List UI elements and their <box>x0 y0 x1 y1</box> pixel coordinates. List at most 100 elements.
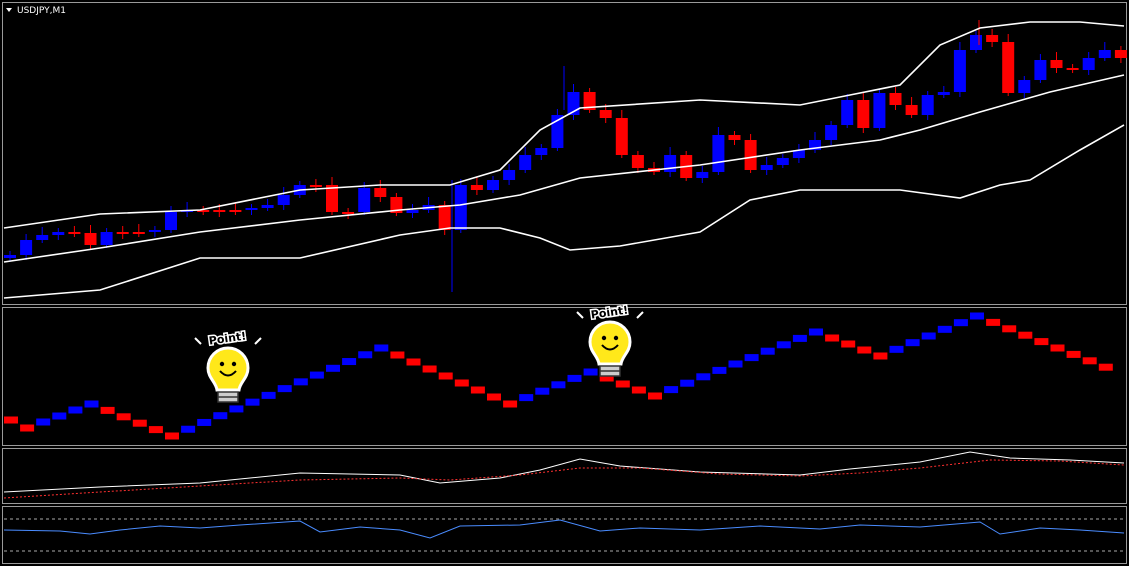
trend-block <box>116 413 131 421</box>
trend-block <box>680 379 695 387</box>
candle <box>535 148 548 155</box>
trend-block <box>696 373 711 381</box>
candle <box>20 240 33 255</box>
trend-block <box>809 328 823 336</box>
candle <box>1098 50 1111 58</box>
candle <box>374 188 387 197</box>
candle <box>438 205 451 230</box>
candle <box>261 205 274 208</box>
bulb-base <box>217 391 239 403</box>
trend-block <box>261 391 276 399</box>
trend-block <box>776 341 791 349</box>
eye <box>231 361 237 367</box>
trend-block <box>406 358 421 366</box>
candle <box>503 170 516 180</box>
candle <box>1002 42 1015 93</box>
trend-block <box>197 418 212 426</box>
trend-block <box>841 340 856 348</box>
candle <box>728 135 741 140</box>
trend-block <box>648 392 662 400</box>
trend-block <box>970 312 984 320</box>
trend-block <box>953 319 968 327</box>
trend-block <box>728 360 743 368</box>
candle <box>696 172 709 178</box>
candle <box>197 210 210 212</box>
trend-block <box>1002 325 1017 333</box>
candle <box>342 212 355 214</box>
spark <box>254 337 262 345</box>
candle <box>326 185 338 212</box>
bulb <box>206 346 250 392</box>
trend-block <box>438 372 453 380</box>
candle <box>132 232 145 234</box>
trend-block <box>583 368 598 376</box>
trend-block <box>148 426 163 434</box>
smile <box>601 344 619 351</box>
trend-block <box>326 364 340 372</box>
rsi-panel <box>2 506 1127 564</box>
trend-block <box>100 406 115 414</box>
main-panel <box>2 2 1127 305</box>
trend-block <box>470 386 485 394</box>
trend-block <box>519 394 534 402</box>
bollinger-upper <box>3 21 1125 229</box>
candle <box>841 100 854 125</box>
trend-block <box>68 406 83 414</box>
trend-block <box>567 374 582 382</box>
trend-block <box>1082 357 1097 365</box>
spark <box>194 337 202 345</box>
trend-block <box>937 325 952 333</box>
candle <box>857 100 870 128</box>
candle <box>986 35 999 42</box>
candle <box>744 140 757 170</box>
trend-block <box>712 366 727 374</box>
candle <box>52 232 65 235</box>
trend-block <box>664 386 679 394</box>
symbol-title: USDJPY,M1 <box>17 6 66 16</box>
trend-block <box>4 416 18 424</box>
candle <box>4 255 16 258</box>
candle <box>953 50 966 92</box>
candle <box>1066 68 1079 70</box>
candle <box>1050 60 1063 68</box>
candle <box>519 155 532 170</box>
bulb <box>588 320 632 366</box>
oscillator-main <box>3 451 1125 493</box>
spark <box>636 311 644 319</box>
candle <box>229 210 242 212</box>
candle <box>937 92 950 95</box>
trend-block <box>84 400 99 408</box>
smile <box>219 370 237 377</box>
candle <box>1082 58 1095 70</box>
candle <box>470 185 483 190</box>
trend-block <box>921 332 936 340</box>
trend-block <box>213 412 228 420</box>
trend-block <box>1050 344 1065 352</box>
trend-block <box>631 386 646 394</box>
candle <box>760 165 773 170</box>
dropdown-arrow[interactable] <box>6 8 12 12</box>
candle <box>454 185 467 230</box>
trend-block <box>792 334 807 342</box>
candle <box>68 232 81 234</box>
trend-block <box>20 424 35 432</box>
candle <box>921 95 934 115</box>
candle <box>100 232 113 245</box>
trend-block <box>374 344 389 352</box>
candle <box>309 185 322 187</box>
bollinger-middle <box>3 74 1125 263</box>
trend-block <box>535 387 550 395</box>
candle <box>390 197 403 213</box>
trend-block <box>825 334 840 342</box>
trend-block <box>132 419 147 427</box>
candle <box>358 188 371 212</box>
trend-block <box>873 352 888 360</box>
trend-block <box>1098 363 1113 371</box>
bollinger-lower <box>3 124 1125 299</box>
candle <box>84 233 97 245</box>
trend-block <box>857 346 872 354</box>
candle <box>213 210 226 212</box>
candle <box>712 135 725 172</box>
spark <box>576 311 584 319</box>
trend-block <box>1034 338 1049 346</box>
